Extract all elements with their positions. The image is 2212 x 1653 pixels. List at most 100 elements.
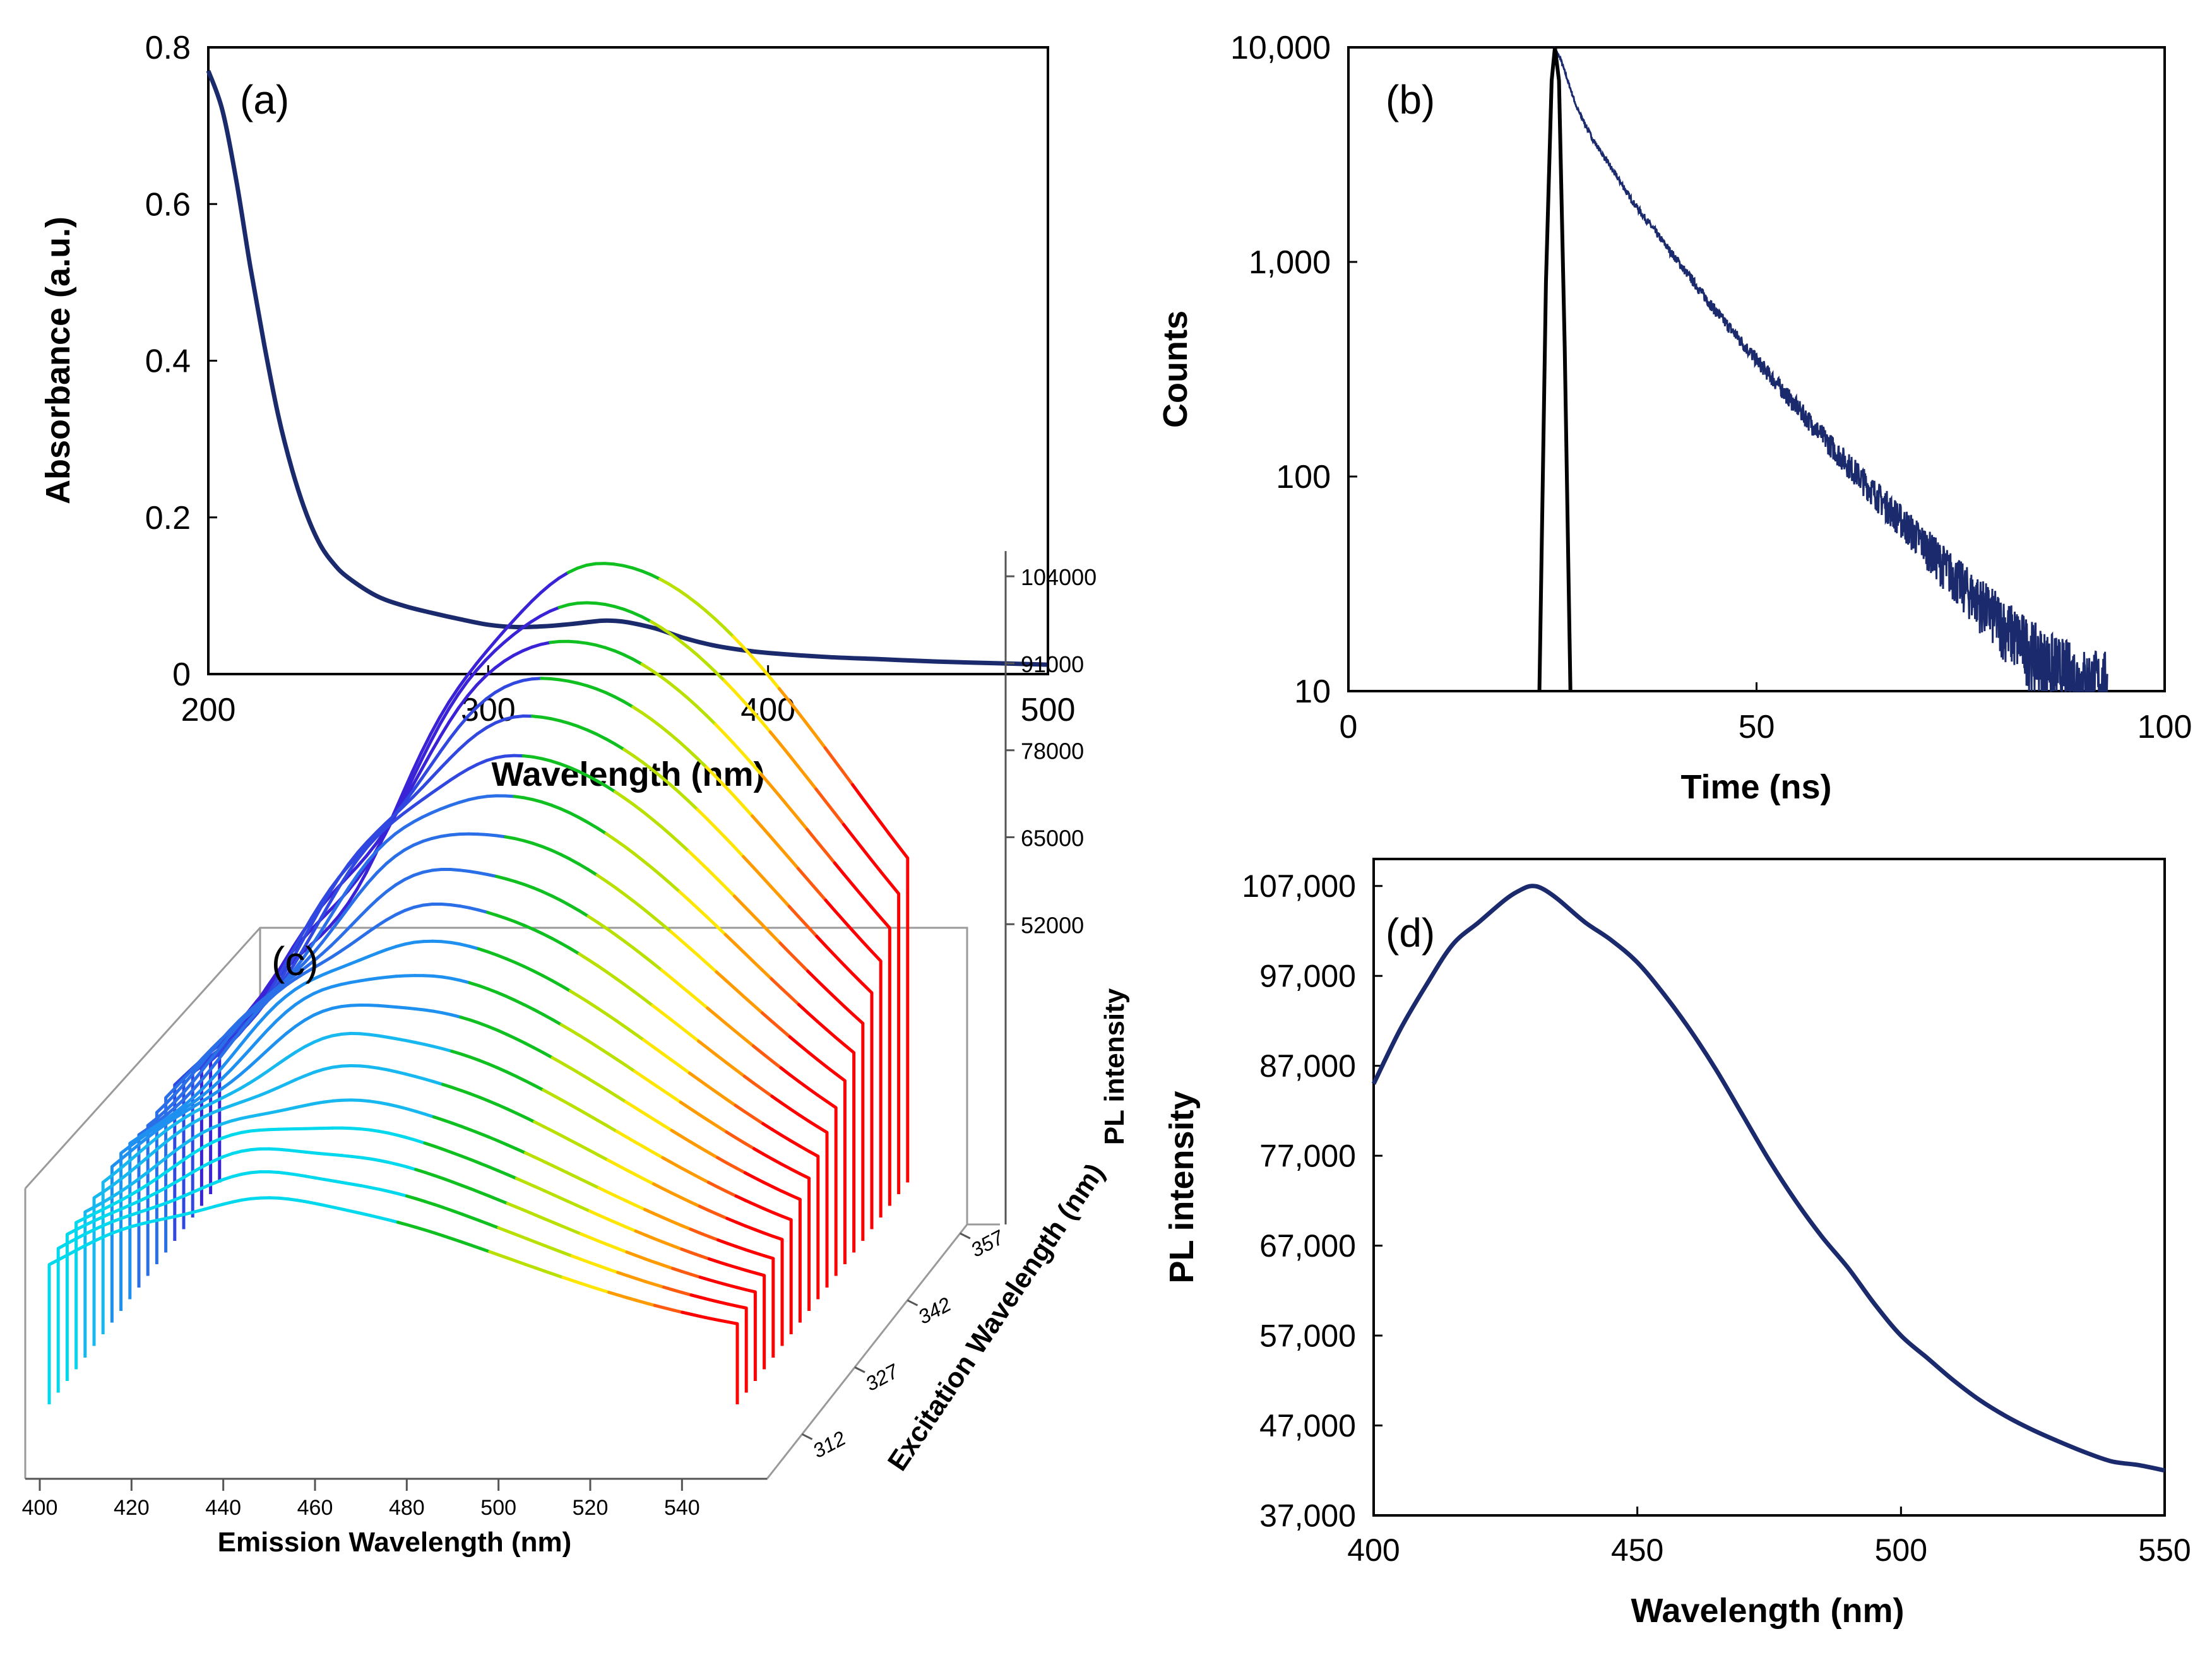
panel-c-curve-segment [119, 1158, 133, 1170]
panel-c-curve-segment [650, 914, 663, 925]
panel-c-curve-segment [524, 1181, 537, 1188]
panel-c-curve-segment [220, 1091, 234, 1099]
panel-c-curve-segment [723, 885, 736, 898]
panel-c-curve-segment [623, 892, 636, 903]
panel-c-curve-segment [752, 1202, 766, 1211]
panel-c-curve-segment [346, 887, 359, 905]
panel-c-curve-segment [742, 995, 755, 1007]
panel-c-curve-segment [641, 858, 654, 870]
panel-c-z-tick-label: 104000 [1021, 564, 1097, 590]
panel-c-curve-segment [588, 1182, 601, 1190]
panel-c-curve-segment [165, 1110, 177, 1120]
panel-c-curve-segment [744, 1269, 757, 1275]
panel-c-curve-segment [183, 1100, 196, 1110]
panel-c-curve-segment [815, 888, 828, 902]
panel-c-curve-segment [743, 1171, 756, 1180]
panel-c-curve-segment [634, 1173, 646, 1181]
panel-c-curve-segment [658, 625, 671, 635]
panel-c-curve-segment [622, 700, 635, 709]
panel-c-curve-segment [442, 1234, 455, 1241]
panel-c-curve-segment [348, 959, 361, 966]
panel-c-curve-segment [706, 1151, 720, 1159]
panel-c-curve-segment [311, 941, 324, 956]
panel-c-curve-segment [533, 1266, 547, 1273]
panel-c-curve-segment [320, 944, 333, 956]
panel-c-curve-segment [220, 1033, 232, 1048]
panel-c-curve-segment [797, 915, 809, 928]
panel-c-curve-segment [806, 877, 818, 892]
panel-c-curve-segment [421, 836, 434, 843]
panel-c-curve-segment [459, 1089, 472, 1096]
panel-c-curve-segment [679, 1025, 691, 1036]
panel-c-curve-segment [796, 764, 809, 779]
panel-c-curve-segment [605, 1052, 618, 1061]
panel-c-curve-segment [401, 784, 415, 803]
panel-c-curve-segment [430, 807, 443, 815]
panel-c-curve-segment [662, 1240, 674, 1248]
panel-c-curve-segment [651, 1117, 664, 1127]
panel-c-curve-segment [84, 1219, 97, 1227]
panel-c-curve-segment [157, 1185, 170, 1194]
panel-c-curve-segment [365, 842, 378, 858]
panel-c-curve-segment [780, 1134, 792, 1142]
panel-c-curve-segment [769, 884, 782, 898]
panel-c-curve-segment [329, 899, 342, 918]
panel-c-curve-segment [525, 1263, 537, 1270]
panel-c-curve-segment [542, 1159, 555, 1168]
panel-c-curve-segment [604, 784, 617, 793]
panel-c-curve-segment [624, 1100, 637, 1110]
panel-c-curve-segment [560, 1098, 573, 1107]
panel-c-curve-segment [222, 1175, 234, 1182]
panel-c-curve-segment [138, 1182, 152, 1191]
panel-c-curve-segment [594, 643, 607, 649]
panel-b-x-axis-label: Time (ns) [1680, 768, 1831, 806]
panel-c-curve-segment [686, 748, 699, 760]
panel-c-curve-segment [725, 1097, 737, 1107]
panel-c-curve-segment [57, 1253, 69, 1262]
panel-c-curve-segment [413, 1110, 426, 1116]
panel-c-curve-segment [650, 817, 663, 828]
panel-c-curve-segment [239, 1048, 251, 1062]
panel-c-curve-segment [467, 762, 479, 771]
panel-c-curve-segment [568, 903, 581, 913]
panel-c-curve-segment [815, 935, 828, 948]
panel-c-curve-segment [502, 619, 515, 633]
panel-c-curve-segment [753, 1271, 766, 1277]
panel-c-curve-segment [520, 600, 533, 613]
panel-c-curve-segment [174, 1110, 187, 1119]
panel-c-curve-segment [744, 1248, 757, 1255]
panel-c-curve-segment [203, 1181, 216, 1188]
panel-c-curve-segment [540, 800, 553, 807]
panel-c-curve-segment [797, 1113, 811, 1123]
panel-c-curve-segment [632, 899, 645, 911]
panel-c-curve-segment [93, 1235, 106, 1243]
panel-c-curve-segment [623, 940, 636, 951]
panel-c-curve-segment [330, 966, 343, 973]
panel-c-curve-segment [733, 942, 746, 954]
panel-c-curve-segment [283, 955, 295, 975]
panel-c-label: (c) [271, 939, 319, 984]
panel-c-curve-segment [698, 1145, 710, 1154]
panel-c-curve-segment [816, 1058, 828, 1069]
panel-c-curve-segment [642, 1075, 655, 1086]
panel-c-curve-segment [660, 968, 673, 980]
panel-c-curve-segment [770, 1128, 783, 1137]
panel-c-curve-segment [667, 631, 681, 642]
panel-c-curve-segment [148, 1175, 160, 1185]
panel-c-curve-segment [92, 1190, 105, 1200]
panel-c-curve-segment [355, 864, 369, 881]
panel-c-curve-segment [484, 690, 497, 701]
panel-c-curve-segment [148, 1162, 160, 1173]
panel-c-curve-segment [193, 1093, 205, 1103]
panel-c-curve-segment [834, 1036, 847, 1047]
panel-c-curve-segment [557, 603, 570, 609]
panel-c-curve-segment [102, 1219, 115, 1227]
panel-c-curve-segment [129, 1199, 143, 1206]
panel-c-curve-segment [405, 1194, 418, 1200]
panel-c-curve-segment [312, 1067, 325, 1074]
panel-c-curve-segment [604, 832, 617, 842]
panel-c-curve-segment [514, 1111, 527, 1119]
panel-d-y-tick-label: 77,000 [1259, 1139, 1356, 1174]
panel-c-curve-segment [337, 902, 350, 918]
panel-c-curve-segment [549, 759, 562, 766]
